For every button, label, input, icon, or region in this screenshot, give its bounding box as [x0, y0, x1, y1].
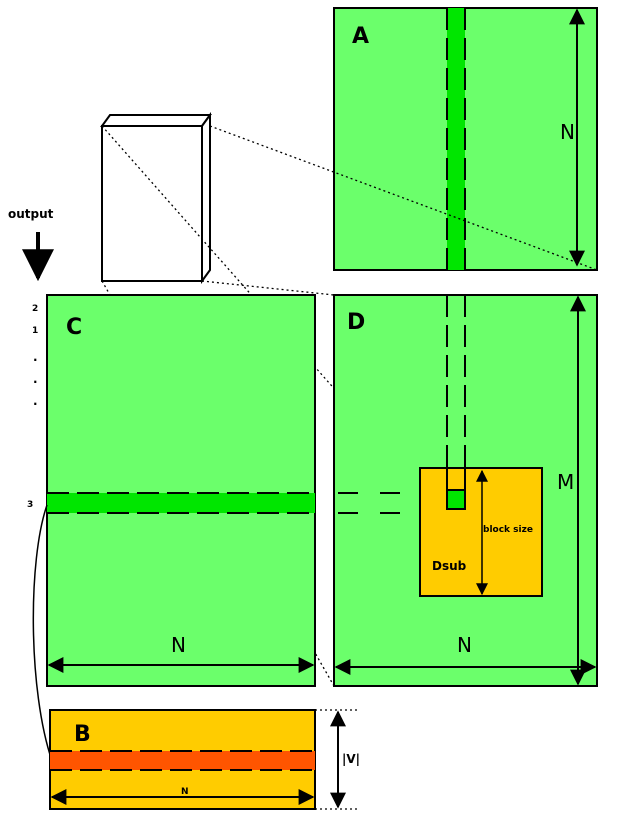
output-index-4: .: [33, 394, 38, 408]
matrix-b-label: B: [74, 722, 91, 747]
projection-lines: [101, 125, 598, 687]
output-label: output: [8, 207, 54, 221]
matrix-c-dim-label: N: [171, 633, 186, 657]
output-index-3: .: [33, 372, 38, 386]
matrix-c-label: C: [66, 315, 82, 340]
output-index-1: 1: [32, 326, 38, 336]
matrix-d-cols-label: N: [457, 633, 472, 657]
matrix-b-cols-label: N: [181, 787, 189, 797]
matrix-d-rows-label: M: [557, 470, 574, 494]
matrix-b: B N |V|: [49, 709, 360, 810]
matrix-a-column-highlight: [447, 8, 465, 270]
output-indicator: output 2 1 . . . 3: [8, 207, 54, 510]
output-index-0: 2: [32, 304, 38, 314]
matrix-a-label: A: [352, 24, 369, 49]
matrix-c-row-highlight: [47, 493, 315, 513]
block-size-label: block size: [483, 525, 533, 535]
matrix-b-rows-label: |V|: [342, 752, 360, 766]
dsub-label: Dsub: [432, 559, 467, 573]
tile-block: [100, 111, 212, 285]
dsub-cell-highlight: [446, 489, 466, 510]
dsub-block: block size Dsub: [419, 467, 543, 597]
matrix-d-label: D: [347, 310, 365, 335]
matrix-a-dim-label: N: [560, 120, 575, 144]
matrix-c: C N: [46, 294, 316, 687]
matrix-a: A N: [333, 7, 598, 271]
matrix-b-row-highlight: [50, 751, 315, 770]
output-index-5: 3: [27, 500, 33, 510]
row-connector-curve: [32, 504, 53, 762]
output-index-2: .: [33, 350, 38, 364]
